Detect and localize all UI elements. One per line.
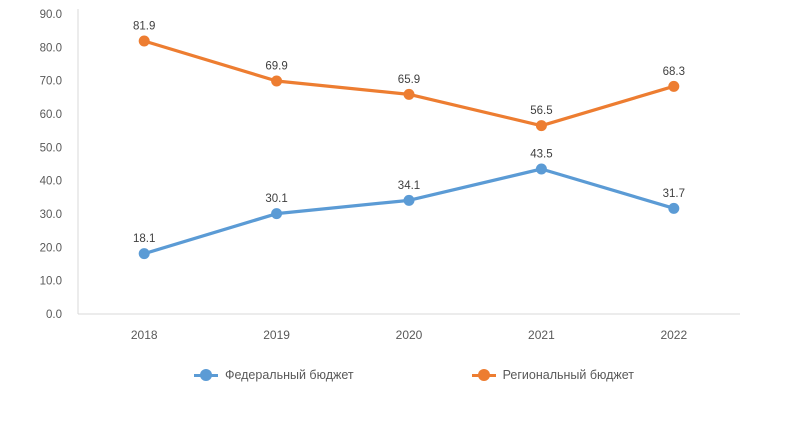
data-point-marker xyxy=(138,248,150,260)
data-point-marker xyxy=(668,202,680,214)
data-point-label: 68.3 xyxy=(663,66,685,78)
y-axis-tick-label: 40.0 xyxy=(40,176,62,188)
data-point-label: 43.5 xyxy=(530,149,552,161)
legend-item: Региональный бюджет xyxy=(471,368,635,382)
legend-item: Федеральный бюджет xyxy=(193,368,354,382)
y-axis-tick-label: 80.0 xyxy=(40,42,62,54)
data-point-marker xyxy=(138,35,150,47)
data-point-marker xyxy=(403,194,415,206)
y-axis-tick-label: 90.0 xyxy=(40,9,62,21)
chart-legend: Федеральный бюджет Региональный бюджет xyxy=(0,368,788,382)
legend-line-marker-icon xyxy=(471,369,496,382)
data-point-marker xyxy=(535,163,547,175)
data-point-marker xyxy=(535,120,547,132)
data-point-label: 65.9 xyxy=(398,74,420,86)
data-point-label: 31.7 xyxy=(663,188,685,200)
y-axis-tick-label: 70.0 xyxy=(40,76,62,88)
data-point-label: 34.1 xyxy=(398,180,420,192)
data-point-marker xyxy=(668,80,680,92)
data-point-marker xyxy=(403,88,415,100)
x-axis-tick-label: 2018 xyxy=(131,328,158,342)
y-axis-tick-label: 10.0 xyxy=(40,276,62,288)
data-point-marker xyxy=(271,75,283,87)
chart-svg: 0.0 10.0 20.0 30.0 40.0 50.0 60.0 70.0 80.0 90.0 2… xyxy=(40,9,740,342)
y-axis-tick-label: 0.0 xyxy=(46,309,62,321)
x-axis-tick-label: 2020 xyxy=(396,328,423,342)
y-axis-tick-label: 20.0 xyxy=(40,242,62,254)
y-axis-tick-label: 60.0 xyxy=(40,109,62,121)
y-axis-tick-label: 30.0 xyxy=(40,209,62,221)
data-point-label: 56.5 xyxy=(530,105,552,117)
legend-label: Федеральный бюджет xyxy=(224,368,354,382)
data-point-label: 18.1 xyxy=(133,233,155,245)
x-axis-tick-label: 2019 xyxy=(263,328,290,342)
x-axis-tick-label: 2022 xyxy=(660,328,687,342)
data-point-marker xyxy=(271,208,283,220)
data-point-label: 30.1 xyxy=(265,193,287,205)
legend-label: Региональный бюджет xyxy=(502,368,635,382)
y-axis-tick-label: 50.0 xyxy=(40,142,62,154)
data-point-label: 69.9 xyxy=(265,61,287,73)
x-axis-tick-label: 2021 xyxy=(528,328,555,342)
data-point-label: 81.9 xyxy=(133,21,155,33)
legend-line-marker-icon xyxy=(193,369,218,382)
